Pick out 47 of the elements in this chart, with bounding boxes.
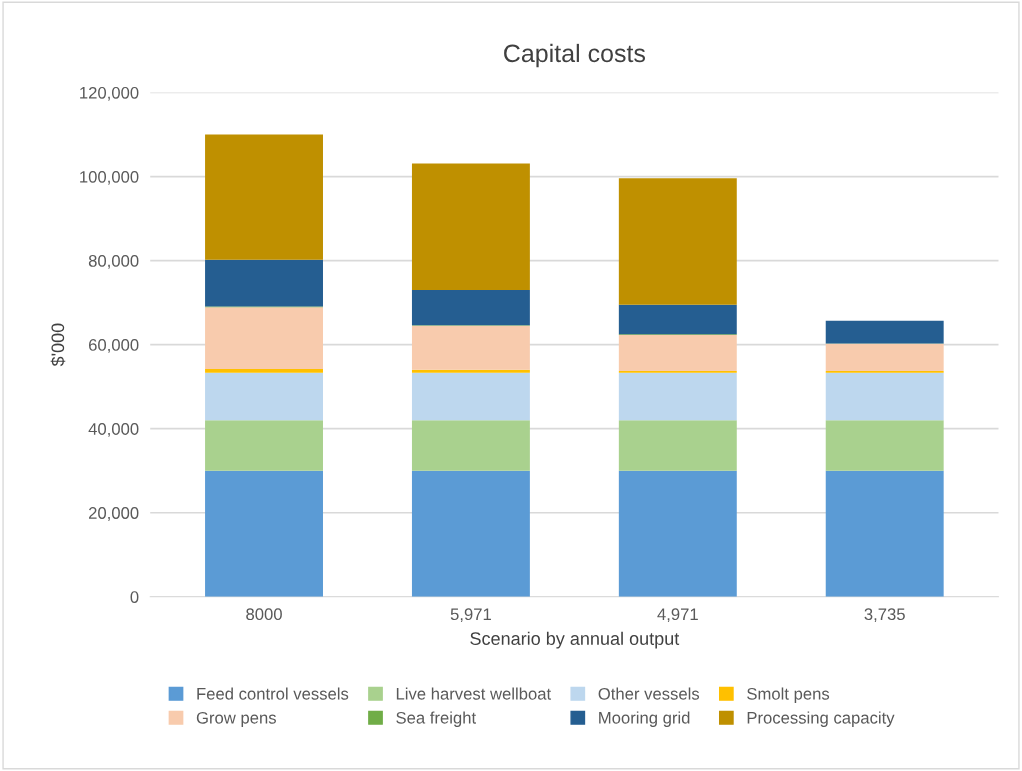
x-tick-label: 8000 [246,608,282,621]
bar [205,307,323,370]
bar [825,420,944,471]
x-tick-label: 5,971 [450,608,491,623]
y-tick-label: 0 [130,591,139,603]
y-tick-label: 120,000 [80,86,139,101]
y-tick-label: 80,000 [88,255,139,269]
bar [205,372,323,421]
bar [411,470,530,597]
bar [618,178,737,305]
bar [205,420,323,471]
legend-label: Mooring grid [599,711,690,727]
bar [411,290,530,326]
bar [618,372,737,421]
y-tick-label: 60,000 [89,339,139,353]
legend-label: Feed control vessels [197,687,349,700]
legend-label: Other vessels [598,687,700,700]
bar [618,304,737,335]
chart-title: Capital costs [504,43,646,68]
x-tick-label: 4,971 [657,608,698,623]
bar [411,325,530,370]
bar [411,372,530,421]
y-axis-title: $'000 [50,323,66,367]
y-tick-label: 40,000 [88,423,139,437]
bar [205,369,323,373]
legend-label: Sea freight [396,711,476,727]
bar [618,334,737,372]
legend-label: Smolt pens [747,687,830,704]
bar [825,343,944,372]
bar [825,470,944,597]
bar [825,372,944,421]
bar [825,320,944,344]
bar [205,259,323,307]
bar [205,470,323,597]
x-axis-title: Scenario by annual output [470,631,680,649]
bar [411,420,530,471]
bar [618,470,737,597]
y-tick-label: 20,000 [88,507,139,521]
legend-label: Live harvest wellboat [396,687,552,700]
bar [411,163,530,291]
x-tick-label: 3,735 [864,608,905,623]
bar [618,420,737,471]
legend-label: Grow pens [196,711,276,727]
bar [411,369,530,373]
y-tick-label: 100,000 [80,170,139,185]
bar [205,134,323,260]
legend-label: Processing capacity [747,711,895,727]
